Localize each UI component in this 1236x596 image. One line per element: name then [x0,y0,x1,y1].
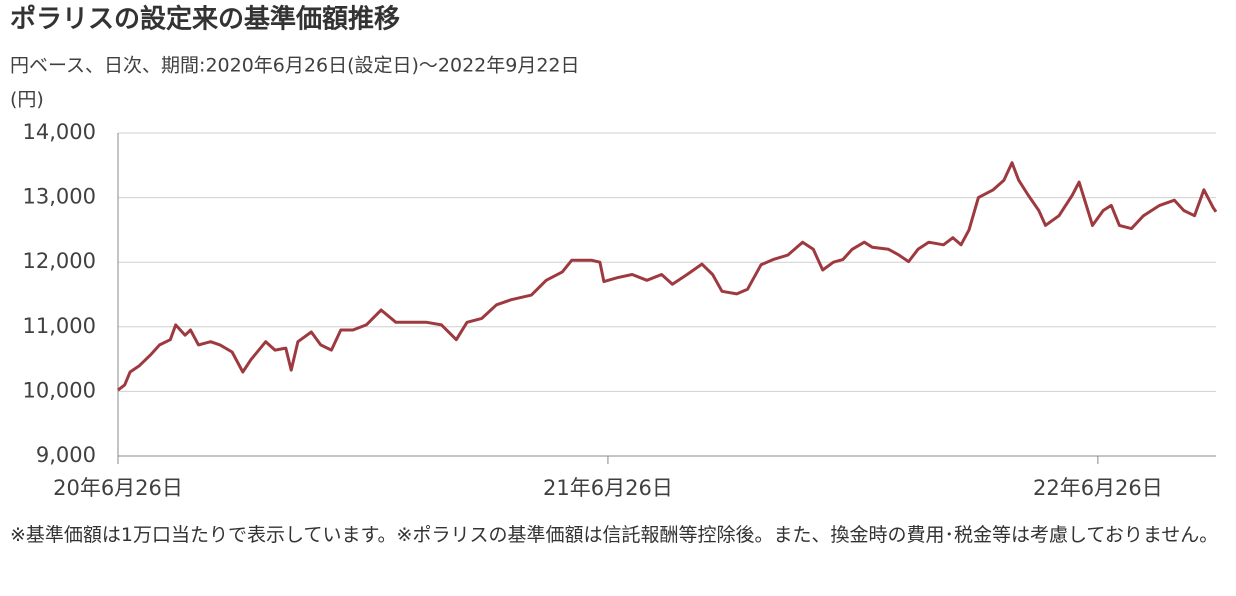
y-tick-label: 13,000 [23,185,96,209]
chart-subtitle: 円ベース、日次、期間:2020年6月26日(設定日)～2022年9月22日 [10,55,580,77]
y-tick-label: 11,000 [23,314,96,338]
chart-title: ポラリスの設定来の基準価額推移 [10,4,400,35]
y-tick-label: 9,000 [36,443,96,467]
y-tick-label: 12,000 [23,249,96,273]
x-tick-label: 21年6月26日 [543,476,673,500]
y-axis-label: (円) [10,89,44,111]
y-tick-label: 10,000 [23,378,96,402]
price-line [117,161,1218,392]
x-tick-label: 22年6月26日 [1033,476,1163,500]
footnote: ※基準価額は1万口当たりで表示しています。※ポラリスの基準価額は信託報酬等控除後… [10,524,1219,546]
y-tick-label: 14,000 [23,120,96,144]
x-tick-label: 20年6月26日 [53,476,183,500]
